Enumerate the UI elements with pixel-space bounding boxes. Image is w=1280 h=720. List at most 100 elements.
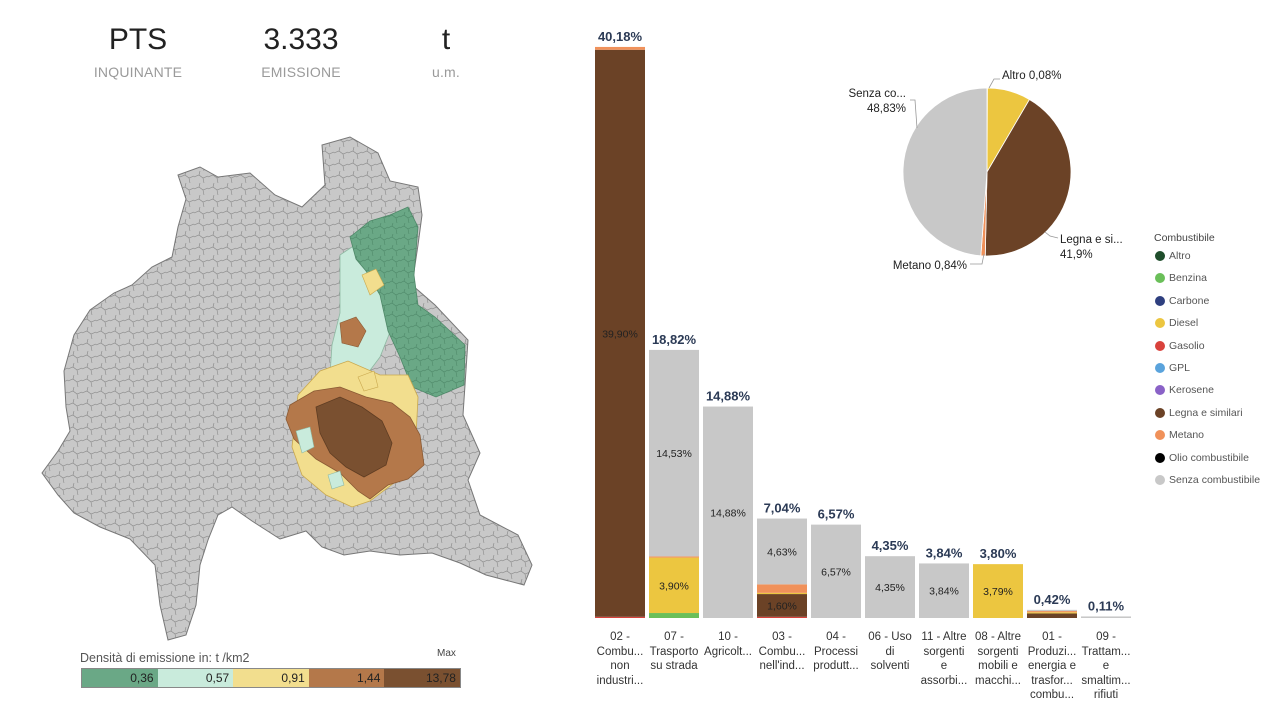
fuel-legend-item-benzina[interactable]: Benzina [1155,272,1207,284]
fuel-pie-chart: Altro 0,08% Senza co... 48,83% Legna e si..… [848,70,1123,272]
pie-slice-senza-combustibile[interactable] [902,87,988,257]
legend-dot-icon [1155,430,1165,441]
pie-leader-line [910,99,918,129]
fuel-legend-label: Altro [1169,250,1191,262]
bar-total-label: 18,82% [652,332,697,347]
bar-segment-senza-combustibile[interactable] [811,524,861,618]
bar-segment-label: 39,90% [602,328,638,340]
bar-segment-senza-combustibile[interactable] [1027,609,1077,612]
bar-segment-metano[interactable] [649,556,699,558]
pie-leader-line [970,253,985,265]
sector-bar-chart: 39,90% 40,18% 3,90% 14,53% 18,82% 14,88% 14,88… [595,29,1131,618]
map-area-darkbrown [315,396,393,478]
map-legend-bin-3[interactable]: 0,91 [233,669,309,687]
pie-leader-line [1044,231,1059,239]
fuel-legend-item-olio-combustibile[interactable]: Olio combustibile [1155,452,1249,464]
fuel-legend-item-senza-combustibile[interactable]: Senza combustibile [1155,474,1260,486]
fuel-legend-label: Olio combustibile [1169,451,1249,464]
map-legend-bin-2[interactable]: 0,57 [157,669,234,687]
fuel-legend-item-altro[interactable]: Altro [1155,250,1191,262]
pie-slice-label: Legna e si... [1060,234,1123,246]
fuel-legend-label: GPL [1169,362,1191,374]
kpi-emission-value: 3.333 [263,23,339,56]
bar-segment-label: 14,88% [710,507,746,519]
bar-category-label: 04 - Processi produtt... [813,631,859,672]
bar-segment-diesel[interactable] [1027,612,1077,614]
map-legend-bin-1[interactable]: 0,36 [82,669,158,687]
fuel-legend-label: Metano [1169,429,1205,442]
bar-category-label: 01 - Produzi... energia e trasfor... combu..… [1027,631,1077,701]
fuel-legend-item-gpl[interactable]: GPL [1155,362,1190,374]
fuel-legend-label: Legna e similari [1169,406,1243,419]
fuel-legend-label: Kerosene [1169,384,1214,397]
bar-segment-senza-combustibile[interactable] [919,563,969,618]
bar-segment-gasolio[interactable] [595,616,645,618]
bar-total-label: 40,18% [598,29,643,44]
map-area-green [349,206,466,398]
bar-segment-label: 1,60% [767,600,797,612]
bar-segment-benzina[interactable] [649,613,699,618]
region-outline [41,136,533,641]
emission-density-map[interactable] [40,135,575,645]
fuel-legend-item-kerosene[interactable]: Kerosene [1155,384,1214,396]
legend-dot-icon [1155,318,1165,329]
pie-slice-label: Senza co... [848,88,906,100]
bar-category-label: 09 - Trattam... e smaltim... rifiuti [1081,631,1131,701]
bar-segment-senza-combustibile[interactable] [703,406,753,618]
bar-segment-metano[interactable] [757,584,807,593]
bar-segment-diesel[interactable] [649,557,699,614]
kpi-unit-value: t [441,23,451,56]
fuel-legend-label: Benzina [1169,272,1207,285]
fuel-legend-label: Senza combustibile [1169,474,1261,486]
fuel-legend-item-legna-e-similari[interactable]: Legna e similari [1155,407,1243,419]
pie-slice-legna-e-similari[interactable] [984,98,1072,257]
legend-dot-icon [1155,340,1165,351]
fuel-legend-item-gasolio[interactable]: Gasolio [1155,340,1205,352]
bar-segment-metano[interactable] [1027,611,1077,613]
map-legend-bin-4[interactable]: 1,44 [308,669,385,687]
fuel-legend-label: Carbone [1169,294,1210,307]
bar-segment-legna-e-similari[interactable] [1027,613,1077,618]
bar-segment-senza-combustibile[interactable] [1081,616,1131,618]
bar-segment-legna-e-similari[interactable] [757,594,807,617]
bar-total-label: 3,84% [926,545,963,560]
bar-segment-diesel[interactable] [757,592,807,595]
bar-segment-senza-combustibile[interactable] [649,349,699,557]
fuel-legend-item-diesel[interactable]: Diesel [1155,317,1198,329]
bar-total-label: 0,11% [1088,598,1125,613]
kpi-pollutant-value: PTS [108,23,168,56]
kpi-unit-label: u.m. [431,64,461,80]
legend-dot-icon [1155,385,1165,396]
fuel-legend-item-metano[interactable]: Metano [1155,429,1204,441]
fuel-legend-title: Combustibile [1154,232,1215,244]
map-legend-bar: 0,36 0,57 0,91 1,44 13,78 [81,668,461,688]
fuel-legend-item-carbone[interactable]: Carbone [1155,295,1209,307]
bar-category-label: 10 - Agricolt... [704,631,752,658]
bar-total-label: 6,57% [818,507,855,522]
legend-dot-icon [1155,363,1165,373]
bar-total-label: 4,35% [872,538,909,553]
map-legend-bin-5[interactable]: 13,78 [384,669,460,687]
bar-total-label: 14,88% [706,389,751,404]
bar-segment-senza-combustibile[interactable] [865,556,915,618]
bar-segment-gasolio[interactable] [757,616,807,618]
pie-slice-label: 48,83% [867,103,906,115]
bar-total-label: 3,80% [980,546,1017,561]
bar-segment-senza-combustibile[interactable] [757,518,807,585]
kpi-unit: t u.m. [376,22,516,80]
bar-segment-legna-e-similari[interactable] [595,49,645,617]
map-area-brown-north [339,316,367,348]
kpi-pollutant-label: INQUINANTE [93,64,183,80]
kpi-emission: 3.333 EMISSIONE [231,22,371,80]
kpi-emission-label: EMISSIONE [261,64,341,80]
bar-segment-label: 3,79% [983,586,1013,598]
bar-segment-label: 14,53% [656,448,692,460]
bar-segment-metano[interactable] [595,46,645,50]
legend-dot-icon [1155,273,1165,284]
bar-segment-diesel[interactable] [973,564,1023,618]
fuel-legend-label: Gasolio [1169,339,1205,352]
bar-segment-label: 4,63% [767,546,797,558]
bar-category-label: 03 - Combu... nell'ind... [758,631,806,672]
legend-dot-icon [1155,452,1165,463]
bar-category-label: 02 - Combu... non industri... [596,631,644,687]
